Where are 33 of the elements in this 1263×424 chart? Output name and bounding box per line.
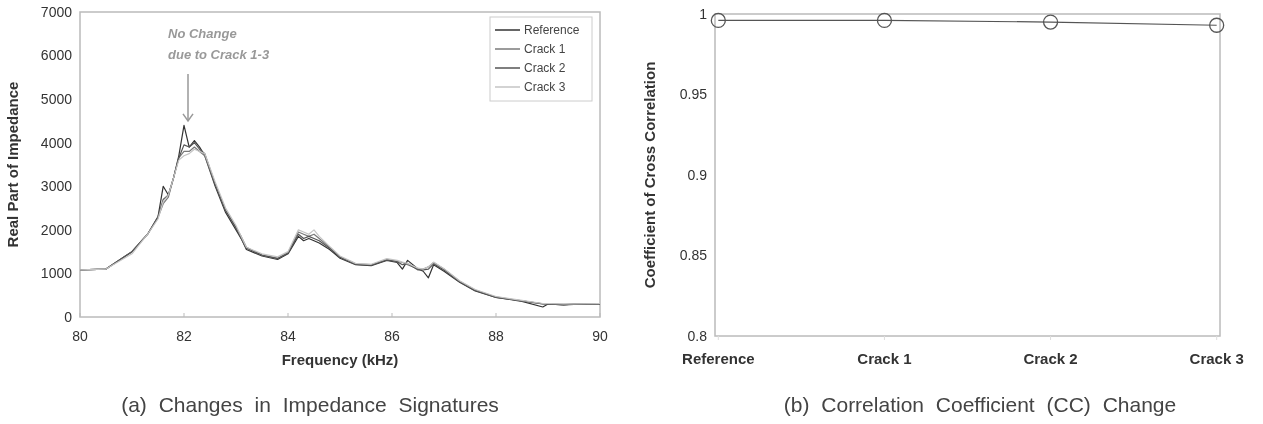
y-tick-label: 5000 <box>40 91 73 108</box>
x-tick-label: Crack 1 <box>857 350 912 367</box>
y-tick-label: 7000 <box>40 3 73 20</box>
x-tick-label: Crack 3 <box>1189 350 1244 367</box>
legend-label: Crack 1 <box>524 42 566 57</box>
x-tick-label: Reference <box>682 350 755 367</box>
y-axis-title: Coefficient of Cross Correlation <box>641 61 658 289</box>
x-tick-label: 80 <box>72 328 88 344</box>
y-tick-label: 4000 <box>40 134 73 151</box>
x-tick-label: 82 <box>176 328 192 344</box>
y-tick-label: 6000 <box>40 47 73 64</box>
y-tick-label: 3000 <box>40 178 73 195</box>
x-tick-label: 88 <box>488 328 504 344</box>
text: (a) Changes in Impedance Signatures <box>121 393 499 416</box>
text: (b) Correlation Coefficient (CC) Change <box>783 393 1177 416</box>
annotation: No Change due to Crack 1-3 <box>168 26 270 62</box>
x-tick-label: Crack 2 <box>1023 350 1078 367</box>
y-tick-label: 0.85 <box>679 247 708 264</box>
y-tick-label: 0 <box>64 308 73 325</box>
x-axis-title: Frequency (kHz) <box>281 351 399 368</box>
legend-label: Crack 3 <box>524 80 566 95</box>
y-tick-label: 0.95 <box>679 86 708 103</box>
y-tick-label: 0.9 <box>687 166 708 183</box>
y-axis-title: Real Part of Impedance <box>4 81 21 248</box>
legend-label: Crack 2 <box>524 61 566 76</box>
y-tick-label: 2000 <box>40 221 73 238</box>
x-tick-label: 90 <box>592 328 608 344</box>
legend-label: Reference <box>524 23 580 38</box>
y-tick-label: 0.8 <box>687 327 708 344</box>
y-tick-label: 1 <box>699 5 708 22</box>
y-tick-label: 1000 <box>40 265 73 282</box>
x-tick-label: 84 <box>280 328 296 344</box>
x-tick-label: 86 <box>384 328 400 344</box>
